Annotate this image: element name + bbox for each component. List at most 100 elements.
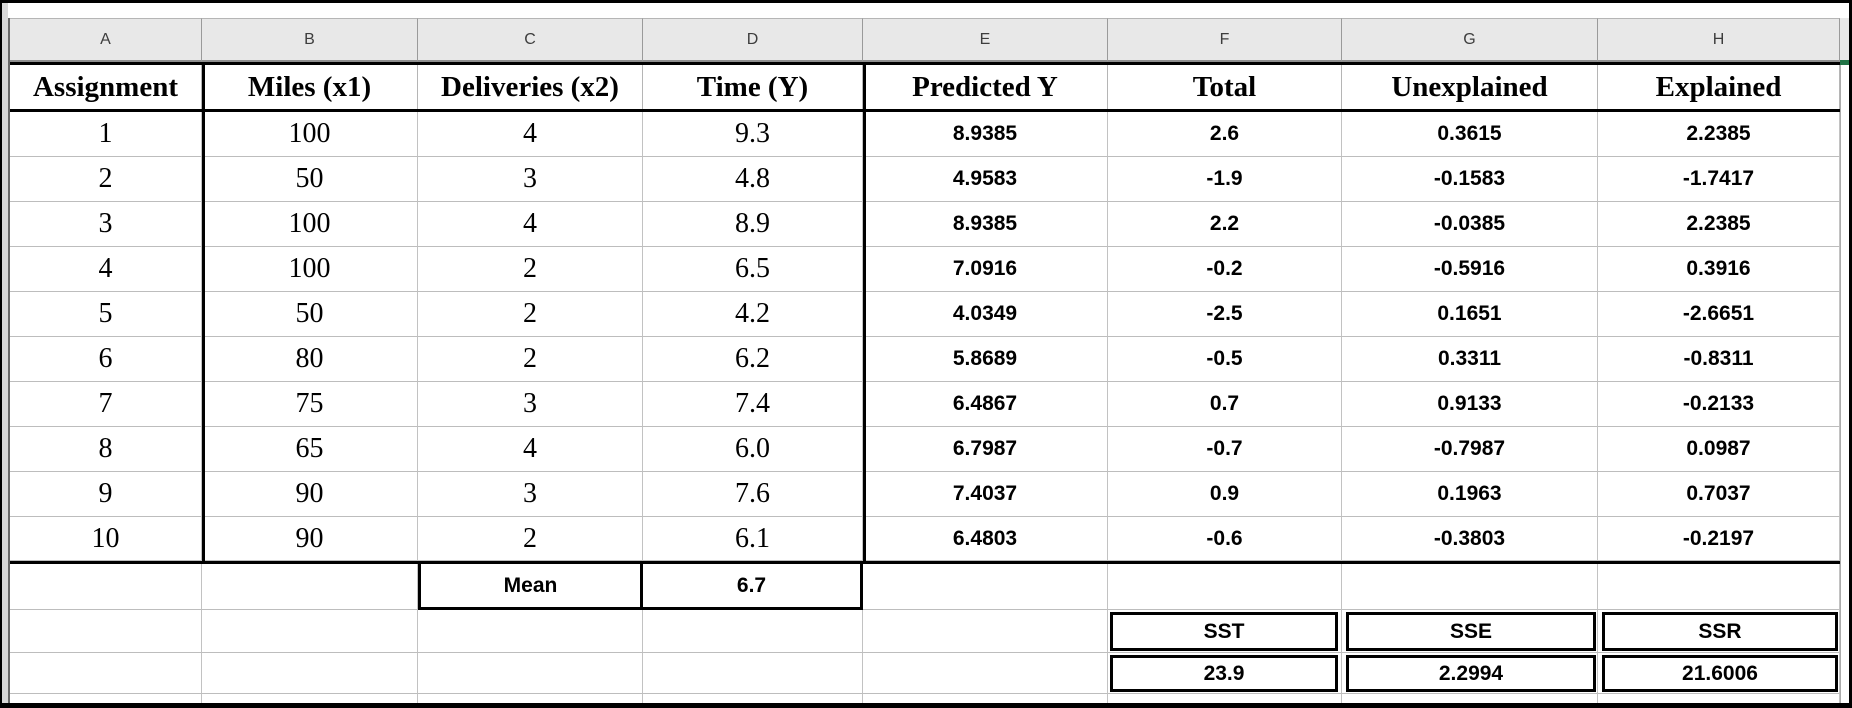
cell[interactable]: 2 — [418, 517, 643, 561]
cell[interactable]: 0.7037 — [1598, 472, 1840, 517]
column-header-a[interactable]: A — [10, 18, 202, 62]
cell[interactable]: -0.6 — [1108, 517, 1342, 561]
cell[interactable]: 10 — [10, 517, 202, 561]
cell[interactable]: 3 — [10, 202, 202, 247]
cell[interactable] — [1342, 561, 1598, 610]
cell[interactable] — [1108, 610, 1342, 653]
ssr-value-cell[interactable]: 21.6006 — [1602, 655, 1838, 692]
cell[interactable] — [1342, 694, 1598, 704]
cell[interactable]: -0.7987 — [1342, 427, 1598, 472]
cell[interactable]: 8 — [10, 427, 202, 472]
cell[interactable]: 4 — [418, 112, 643, 157]
cell[interactable]: 1 — [10, 112, 202, 157]
cell[interactable]: 6.2 — [643, 337, 863, 382]
cell[interactable] — [1342, 653, 1598, 694]
header-miles[interactable]: Miles (x1) — [202, 62, 418, 112]
sst-label-cell[interactable]: SST — [1110, 612, 1338, 651]
cell[interactable] — [10, 694, 202, 704]
header-time[interactable]: Time (Y) — [643, 62, 863, 112]
cell[interactable]: 5.8689 — [863, 337, 1108, 382]
cell[interactable]: 100 — [202, 247, 418, 292]
sse-value-cell[interactable]: 2.2994 — [1346, 655, 1596, 692]
column-header-g[interactable]: G — [1342, 18, 1598, 62]
cell[interactable] — [643, 653, 863, 694]
cell[interactable]: 8.9385 — [863, 202, 1108, 247]
cell[interactable]: 65 — [202, 427, 418, 472]
cell[interactable]: 6.4867 — [863, 382, 1108, 427]
cell[interactable]: -1.7417 — [1598, 157, 1840, 202]
cell[interactable] — [1598, 653, 1840, 694]
cell[interactable]: 90 — [202, 472, 418, 517]
cell[interactable]: 2 — [418, 292, 643, 337]
cell[interactable] — [202, 653, 418, 694]
cell[interactable]: 7.6 — [643, 472, 863, 517]
cell[interactable]: 6.0 — [643, 427, 863, 472]
cell[interactable]: 4.2 — [643, 292, 863, 337]
cell[interactable]: 0.3916 — [1598, 247, 1840, 292]
cell[interactable] — [863, 653, 1108, 694]
cell[interactable] — [1108, 694, 1342, 704]
cell[interactable]: 6 — [10, 337, 202, 382]
cell[interactable]: 4 — [418, 427, 643, 472]
cell[interactable]: 50 — [202, 292, 418, 337]
cell[interactable] — [418, 694, 643, 704]
cell[interactable]: 0.9 — [1108, 472, 1342, 517]
cell[interactable] — [1108, 561, 1342, 610]
cell[interactable]: 6.5 — [643, 247, 863, 292]
header-predicted-y[interactable]: Predicted Y — [863, 62, 1108, 112]
cell[interactable] — [863, 561, 1108, 610]
cell[interactable] — [1598, 610, 1840, 653]
column-header-b[interactable]: B — [202, 18, 418, 62]
cell[interactable]: 6.7987 — [863, 427, 1108, 472]
cell[interactable] — [202, 610, 418, 653]
cell[interactable]: 7.0916 — [863, 247, 1108, 292]
cell[interactable]: 0.3311 — [1342, 337, 1598, 382]
cell[interactable]: 4.8 — [643, 157, 863, 202]
mean-value-cell[interactable]: 6.7 — [736, 573, 767, 597]
cell[interactable]: 0.0987 — [1598, 427, 1840, 472]
cell[interactable] — [863, 610, 1108, 653]
header-deliveries[interactable]: Deliveries (x2) — [418, 62, 643, 112]
cell[interactable]: 0.7 — [1108, 382, 1342, 427]
cell[interactable] — [1342, 610, 1598, 653]
cell[interactable]: 0.1651 — [1342, 292, 1598, 337]
cell[interactable]: -0.3803 — [1342, 517, 1598, 561]
cell[interactable]: -2.6651 — [1598, 292, 1840, 337]
ssr-label-cell[interactable]: SSR — [1602, 612, 1838, 651]
cell[interactable]: 7.4037 — [863, 472, 1108, 517]
cell[interactable]: 8.9 — [643, 202, 863, 247]
cell[interactable]: -0.5 — [1108, 337, 1342, 382]
header-unexplained[interactable]: Unexplained — [1342, 62, 1598, 112]
cell[interactable]: 2 — [418, 337, 643, 382]
cell[interactable]: 7.4 — [643, 382, 863, 427]
cell[interactable]: 2 — [10, 157, 202, 202]
cell[interactable]: -0.7 — [1108, 427, 1342, 472]
header-total[interactable]: Total — [1108, 62, 1342, 112]
cell[interactable] — [643, 694, 863, 704]
cell[interactable] — [1108, 653, 1342, 694]
cell[interactable]: 7 — [10, 382, 202, 427]
cell[interactable] — [10, 561, 202, 610]
column-header-e[interactable]: E — [863, 18, 1108, 62]
cell[interactable] — [418, 610, 643, 653]
cell[interactable] — [643, 610, 863, 653]
cell[interactable]: 2.2385 — [1598, 202, 1840, 247]
cell[interactable]: -0.2 — [1108, 247, 1342, 292]
mean-label-cell[interactable]: Mean — [421, 564, 643, 607]
column-header-h[interactable]: H — [1598, 18, 1840, 62]
column-header-f[interactable]: F — [1108, 18, 1342, 62]
cell[interactable]: 9 — [10, 472, 202, 517]
cell[interactable] — [10, 610, 202, 653]
cell[interactable] — [418, 653, 643, 694]
cell[interactable]: 3 — [418, 472, 643, 517]
cell[interactable]: -1.9 — [1108, 157, 1342, 202]
cell[interactable]: 9.3 — [643, 112, 863, 157]
cell[interactable]: -2.5 — [1108, 292, 1342, 337]
header-assignment[interactable]: Assignment — [10, 62, 202, 112]
cell[interactable]: 4 — [10, 247, 202, 292]
cell[interactable]: -0.2133 — [1598, 382, 1840, 427]
cell[interactable]: 100 — [202, 202, 418, 247]
cell[interactable]: -0.8311 — [1598, 337, 1840, 382]
cell[interactable]: 80 — [202, 337, 418, 382]
cell[interactable]: 5 — [10, 292, 202, 337]
